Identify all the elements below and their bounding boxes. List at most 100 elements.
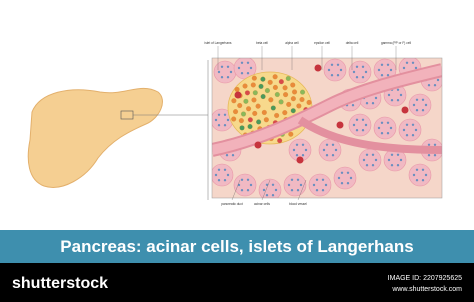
- acinar-nucleus: [377, 126, 381, 130]
- red-cell: [254, 141, 262, 149]
- islet-cell: [290, 82, 296, 88]
- islet-cell: [264, 88, 270, 94]
- acinar-nucleus: [229, 70, 233, 74]
- acinar-nucleus: [301, 143, 305, 147]
- acinar-nucleus: [399, 93, 403, 97]
- acinar-nucleus: [355, 128, 359, 132]
- acinar-nucleus: [387, 93, 391, 97]
- acinar-nucleus: [414, 66, 418, 70]
- acinar-nucleus: [433, 153, 437, 157]
- acinar-nucleus: [386, 63, 390, 67]
- acinar-nucleus: [371, 163, 375, 167]
- islet-cell: [255, 103, 261, 109]
- acinar-nucleus: [364, 70, 368, 74]
- acinar-nucleus: [240, 188, 244, 192]
- islet-cell: [299, 97, 305, 103]
- red-cell: [296, 156, 304, 164]
- islet-cell: [283, 92, 289, 98]
- acinar-nucleus: [427, 83, 431, 87]
- acinar-nucleus: [371, 153, 375, 157]
- top-label: islet of Langerhans: [205, 41, 232, 45]
- acinar-nucleus: [396, 88, 400, 92]
- leader-line: [297, 179, 307, 201]
- islet-cell: [272, 84, 278, 90]
- bottom-label: blood vessel: [289, 202, 307, 206]
- islet-cell: [263, 117, 269, 123]
- islet-cell: [290, 108, 296, 114]
- acinar-nucleus: [411, 61, 415, 65]
- acinar-nucleus: [292, 148, 296, 152]
- acinar-nucleus: [330, 73, 334, 77]
- acinar-nucleus: [246, 188, 250, 192]
- acinar-nucleus: [386, 131, 390, 135]
- islet-cell: [243, 98, 249, 104]
- acinar-nucleus: [433, 143, 437, 147]
- acinar-nucleus: [355, 118, 359, 122]
- acinar-nucleus: [246, 61, 250, 65]
- islet-cell: [267, 79, 273, 85]
- acinar-nucleus: [380, 121, 384, 125]
- acinar-nucleus: [339, 68, 343, 72]
- acinar-nucleus: [240, 71, 244, 75]
- acinar-nucleus: [355, 75, 359, 79]
- acinar-nucleus: [371, 101, 375, 105]
- acinar-nucleus: [290, 178, 294, 182]
- acinar-nucleus: [315, 188, 319, 192]
- acinar-nucleus: [322, 148, 326, 152]
- footer: [0, 263, 474, 302]
- acinar-nucleus: [415, 98, 419, 102]
- islet-cell: [282, 110, 288, 116]
- acinar-nucleus: [231, 153, 235, 157]
- acinar-nucleus: [226, 65, 230, 69]
- acinar-nucleus: [351, 103, 355, 107]
- islet-cell: [251, 75, 257, 81]
- islet-cell: [252, 90, 258, 96]
- red-cell: [234, 91, 242, 99]
- acinar-nucleus: [387, 158, 391, 162]
- acinar-nucleus: [336, 73, 340, 77]
- islet-cell: [278, 99, 284, 105]
- acinar-nucleus: [262, 188, 266, 192]
- acinar-nucleus: [405, 123, 409, 127]
- acinar-nucleus: [223, 168, 227, 172]
- acinar-nucleus: [352, 70, 356, 74]
- top-label: gamma (PP or F) cell: [381, 41, 411, 45]
- islet-cell: [286, 101, 292, 107]
- acinar-nucleus: [295, 153, 299, 157]
- islet-cell: [274, 112, 280, 118]
- acinar-nucleus: [365, 153, 369, 157]
- acinar-nucleus: [396, 163, 400, 167]
- acinar-nucleus: [327, 68, 331, 72]
- red-cell: [336, 121, 344, 129]
- acinar-nucleus: [436, 78, 440, 82]
- image-id: IMAGE ID: 2207925625: [388, 275, 462, 282]
- acinar-nucleus: [274, 188, 278, 192]
- acinus: [318, 138, 342, 162]
- acinar-nucleus: [217, 168, 221, 172]
- acinar-nucleus: [352, 123, 356, 127]
- pancreas: [27, 87, 163, 188]
- islet-cell: [234, 86, 240, 92]
- acinar-nucleus: [226, 118, 230, 122]
- islet-cell: [268, 97, 274, 103]
- acinar-nucleus: [421, 178, 425, 182]
- acinus: [323, 58, 347, 82]
- acinus: [398, 118, 422, 142]
- acinar-nucleus: [396, 98, 400, 102]
- islet-cell: [288, 131, 294, 137]
- acinar-nucleus: [214, 118, 218, 122]
- acinar-nucleus: [249, 183, 253, 187]
- blood-vessel: [212, 65, 442, 155]
- top-label: alpha cell: [285, 41, 299, 45]
- acinar-nucleus: [312, 183, 316, 187]
- acinar-nucleus: [296, 178, 300, 182]
- acinar-nucleus: [265, 183, 269, 187]
- acinar-nucleus: [411, 133, 415, 137]
- islet-cell: [260, 76, 266, 82]
- islet-cell: [252, 110, 258, 116]
- acinus: [233, 173, 257, 197]
- bottom-label: acinar cells: [254, 202, 270, 206]
- acinus: [348, 60, 372, 84]
- islet-cell: [272, 74, 278, 80]
- islet-cell: [277, 138, 283, 144]
